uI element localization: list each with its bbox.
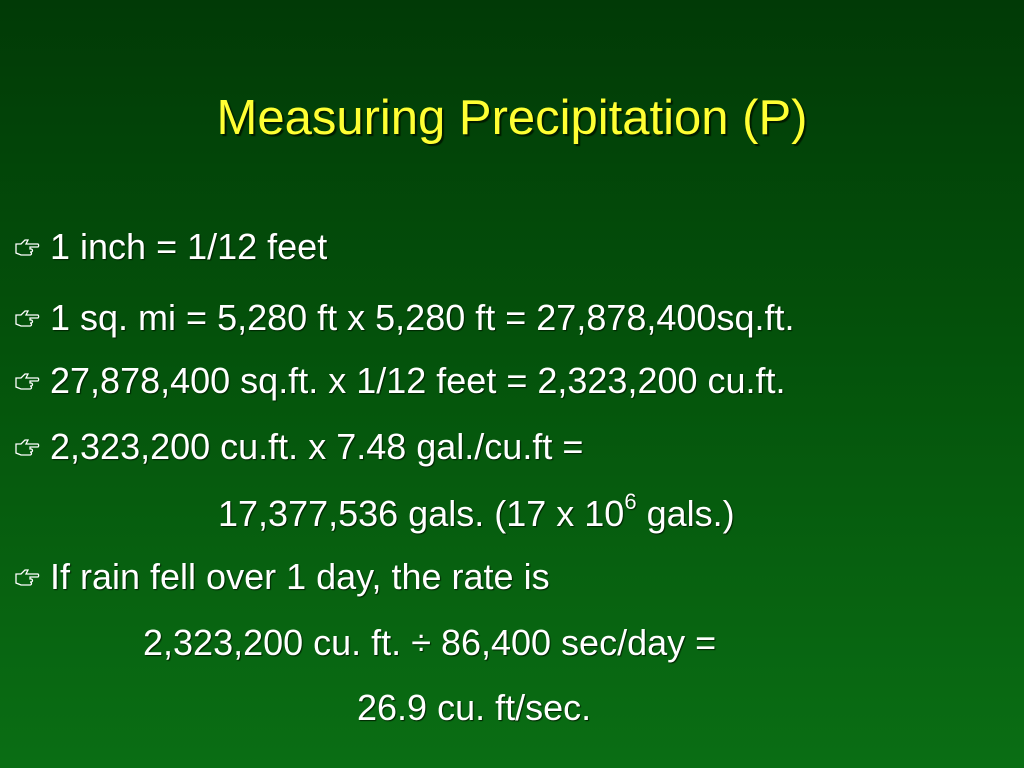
bullet-icon xyxy=(15,569,40,586)
continuation-text: gals.) xyxy=(636,493,735,534)
bullet-text: 1 sq. mi = 5,280 ft x 5,280 ft = 27,878,… xyxy=(50,297,795,338)
continuation-line: 26.9 cu. ft/sec. xyxy=(357,687,592,728)
bullet-icon xyxy=(15,439,40,456)
continuation-text: 17,377,536 gals. (17 x 10 xyxy=(218,493,625,534)
bullet-text: 2,323,200 cu.ft. x 7.48 gal./cu.ft = xyxy=(50,426,584,467)
continuation-line: 17,377,536 gals. (17 x 106 gals.) xyxy=(218,489,735,536)
bullet-icon xyxy=(15,373,40,390)
slide-title: Measuring Precipitation (P) xyxy=(216,91,808,145)
bullet-icon xyxy=(15,310,40,327)
bullet-text: 27,878,400 sq.ft. x 1/12 feet = 2,323,20… xyxy=(50,360,786,401)
continuation-line: 2,323,200 cu. ft. ÷ 86,400 sec/day = xyxy=(143,622,717,663)
superscript: 6 xyxy=(624,489,637,514)
bullet-icon xyxy=(15,239,40,256)
bullet-text: 1 inch = 1/12 feet xyxy=(50,226,328,267)
bullet-text: If rain fell over 1 day, the rate is xyxy=(50,556,550,597)
